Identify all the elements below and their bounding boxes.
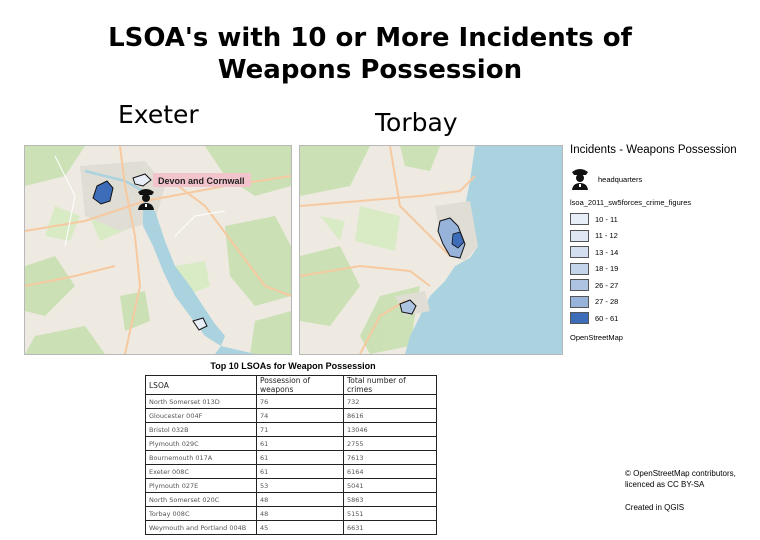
legend-swatch <box>570 279 589 292</box>
legend-class-label: 26 - 27 <box>595 280 619 290</box>
table-row: North Somerset 020C 48 5863 <box>145 492 437 507</box>
cell-lsoa: North Somerset 020C <box>145 492 257 507</box>
table-header-row: LSOA Possession of weapons Total number … <box>145 375 437 395</box>
torbay-map-label: Torbay <box>375 108 458 137</box>
legend-class-item: 13 - 14 <box>570 244 755 261</box>
cell-possession: 61 <box>256 450 344 465</box>
cell-lsoa: Bournemouth 017A <box>145 450 257 465</box>
legend-swatch <box>570 246 589 259</box>
legend-basemap: OpenStreetMap <box>570 332 623 342</box>
legend-class-item: 60 - 61 <box>570 310 755 327</box>
header-lsoa: LSOA <box>145 375 257 395</box>
cell-possession: 76 <box>256 394 344 409</box>
legend-class-item: 26 - 27 <box>570 277 755 294</box>
legend-class-item: 10 - 11 <box>570 211 755 228</box>
cell-lsoa: Plymouth 029C <box>145 436 257 451</box>
cell-total: 8616 <box>343 408 437 423</box>
table-row: Bournemouth 017A 61 7613 <box>145 450 437 465</box>
cell-total: 6164 <box>343 464 437 479</box>
table-row: Plymouth 027E 53 5041 <box>145 478 437 493</box>
cell-lsoa: Gloucester 004F <box>145 408 257 423</box>
cell-possession: 45 <box>256 520 344 535</box>
cell-possession: 53 <box>256 478 344 493</box>
cell-total: 5863 <box>343 492 437 507</box>
cell-lsoa: Exeter 008C <box>145 464 257 479</box>
map-legend: Incidents - Weapons Possession headquart… <box>570 144 755 342</box>
map-title: LSOA's with 10 or More Incidents of Weap… <box>60 22 680 86</box>
table-row: Plymouth 029C 61 2755 <box>145 436 437 451</box>
police-officer-icon[interactable] <box>138 189 154 210</box>
legend-swatch <box>570 213 589 226</box>
cell-total: 5151 <box>343 506 437 521</box>
legend-class-item: 27 - 28 <box>570 294 755 311</box>
table-row: North Somerset 013D 76 732 <box>145 394 437 409</box>
legend-class-label: 27 - 28 <box>595 297 619 307</box>
cell-possession: 48 <box>256 506 344 521</box>
exeter-map[interactable]: Devon and Cornwall <box>24 145 292 355</box>
exeter-map-label: Exeter <box>118 100 199 129</box>
torbay-map[interactable] <box>299 145 563 355</box>
credits-qgis: Created in QGIS <box>625 503 685 512</box>
legend-class-label: 60 - 61 <box>595 313 619 323</box>
cell-lsoa: Plymouth 027E <box>145 478 257 493</box>
table-row: Gloucester 004F 74 8616 <box>145 408 437 423</box>
legend-class-label: 18 - 19 <box>595 264 619 274</box>
legend-swatch <box>570 295 589 308</box>
table-row: Exeter 008C 61 6164 <box>145 464 437 479</box>
legend-class-label: 11 - 12 <box>595 231 618 241</box>
legend-hq-label: headquarters <box>598 174 643 184</box>
cell-possession: 61 <box>256 464 344 479</box>
legend-classes: 10 - 11 11 - 12 13 - 14 18 - 19 26 - 27 … <box>570 211 755 327</box>
cell-lsoa: Bristol 032B <box>145 422 257 437</box>
legend-class-label: 10 - 11 <box>595 214 618 224</box>
table-title: Top 10 LSOAs for Weapon Possession <box>210 361 376 371</box>
cell-lsoa: Weymouth and Portland 004B <box>145 520 257 535</box>
legend-class-label: 13 - 14 <box>595 247 619 257</box>
table-row: Weymouth and Portland 004B 45 6631 <box>145 520 437 535</box>
legend-swatch <box>570 312 589 325</box>
table-row: Torbay 008C 48 5151 <box>145 506 437 521</box>
cell-total: 13046 <box>343 422 437 437</box>
credits-osm: © OpenStreetMap contributors, <box>625 469 736 478</box>
cell-total: 5041 <box>343 478 437 493</box>
cell-total: 7613 <box>343 450 437 465</box>
cell-possession: 48 <box>256 492 344 507</box>
legend-layer-name: lsoa_2011_sw5forces_crime_figures <box>570 198 692 207</box>
credits-licence: licenced as CC BY-SA <box>625 480 705 489</box>
legend-title: Incidents - Weapons Possession <box>570 144 737 156</box>
cell-possession: 74 <box>256 408 344 423</box>
cell-total: 732 <box>343 394 437 409</box>
map-title-line1: LSOA's with 10 or More Incidents of <box>108 23 632 53</box>
top10-table: LSOA Possession of weapons Total number … <box>145 375 437 535</box>
legend-swatch <box>570 262 589 275</box>
hq-map-label: Devon and Cornwall <box>158 176 245 186</box>
header-possession: Possession of weapons <box>256 375 344 395</box>
map-title-line2: Weapons Possession <box>217 55 523 85</box>
legend-class-item: 11 - 12 <box>570 228 755 245</box>
cell-lsoa: North Somerset 013D <box>145 394 257 409</box>
cell-total: 2755 <box>343 436 437 451</box>
credits: © OpenStreetMap contributors, licenced a… <box>625 468 736 513</box>
table-row: Bristol 032B 71 13046 <box>145 422 437 437</box>
legend-swatch <box>570 229 589 242</box>
legend-class-item: 18 - 19 <box>570 261 755 278</box>
legend-hq-entry: headquarters <box>570 168 755 190</box>
cell-possession: 61 <box>256 436 344 451</box>
cell-total: 6631 <box>343 520 437 535</box>
cell-lsoa: Torbay 008C <box>145 506 257 521</box>
header-total-crimes: Total number of crimes <box>343 375 437 395</box>
cell-possession: 71 <box>256 422 344 437</box>
police-officer-icon <box>572 169 588 190</box>
